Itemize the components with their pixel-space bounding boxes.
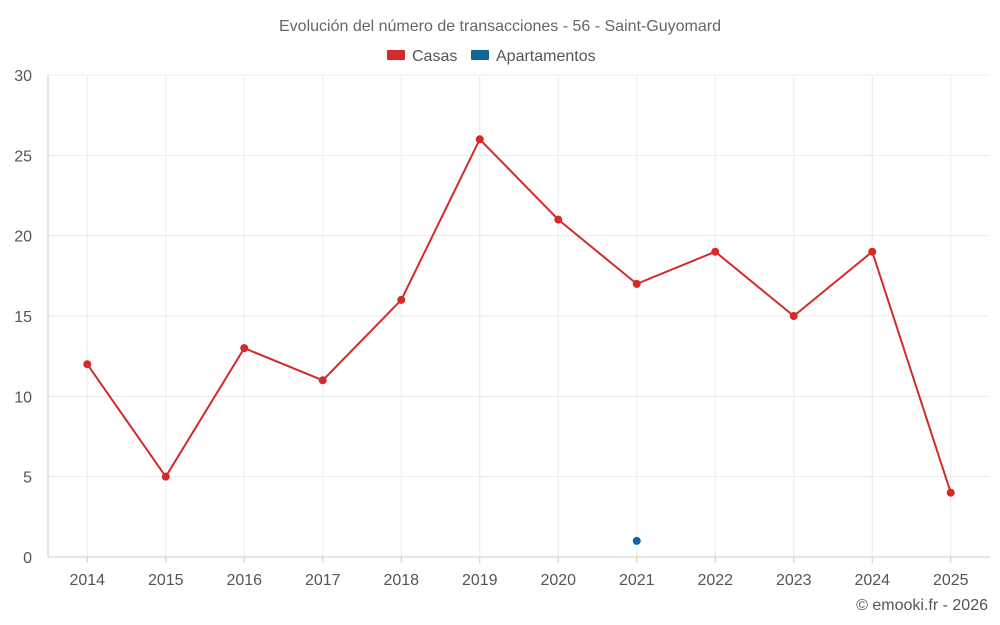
legend-swatch-apartamentos	[471, 50, 489, 60]
legend-label-casas: Casas	[412, 48, 457, 65]
chart-title: Evolución del número de transacciones - …	[279, 18, 721, 35]
legend-label-apartamentos: Apartamentos	[496, 48, 596, 65]
data-point-casas[interactable]	[632, 279, 641, 288]
legend: Casas Apartamentos	[387, 48, 596, 65]
legend-item-apartamentos[interactable]: Apartamentos	[471, 48, 596, 65]
data-point-casas[interactable]	[554, 215, 563, 224]
data-point-casas[interactable]	[318, 376, 327, 385]
data-point-casas[interactable]	[240, 344, 249, 353]
data-point-casas[interactable]	[711, 247, 720, 256]
series-line-casas	[86, 138, 952, 494]
x-tick-label: 2017	[305, 572, 341, 589]
y-tick-label: 25	[14, 148, 32, 165]
x-tick-label: 2015	[148, 572, 184, 589]
data-point-apartamentos[interactable]	[632, 536, 641, 545]
data-point-casas[interactable]	[789, 312, 798, 320]
legend-item-casas[interactable]: Casas	[387, 48, 457, 65]
x-tick-label: 2025	[933, 572, 969, 589]
series-layer	[83, 135, 955, 545]
x-tick-label: 2016	[226, 572, 262, 589]
credit-text: © emooki.fr - 2026	[856, 597, 988, 614]
x-tick-label: 2018	[383, 572, 419, 589]
x-tick-label: 2024	[854, 572, 890, 589]
grid-layer	[48, 74, 990, 557]
data-point-casas[interactable]	[161, 472, 170, 481]
data-point-casas[interactable]	[868, 247, 877, 256]
x-tick-label: 2020	[540, 572, 576, 589]
y-tick-label: 0	[23, 550, 32, 567]
data-point-casas[interactable]	[475, 135, 484, 144]
x-tick-label: 2023	[776, 572, 812, 589]
data-point-casas[interactable]	[946, 488, 955, 497]
legend-swatch-casas	[387, 50, 405, 60]
y-axis: 0 5 10 15 20 25 30	[14, 68, 49, 567]
y-tick-label: 20	[14, 229, 32, 246]
x-axis: 2014 2015 2016 2017 2018 2019 2020 2021 2022 2023…	[48, 556, 990, 589]
y-tick-label: 30	[14, 68, 32, 85]
y-tick-label: 15	[14, 309, 32, 326]
x-tick-label: 2021	[619, 572, 655, 589]
data-point-casas[interactable]	[397, 295, 406, 304]
y-tick-label: 5	[23, 470, 32, 487]
x-tick-label: 2014	[69, 572, 105, 589]
data-point-casas[interactable]	[83, 360, 92, 369]
x-tick-label: 2019	[462, 572, 498, 589]
x-tick-label: 2022	[697, 572, 733, 589]
y-tick-label: 10	[14, 389, 32, 406]
